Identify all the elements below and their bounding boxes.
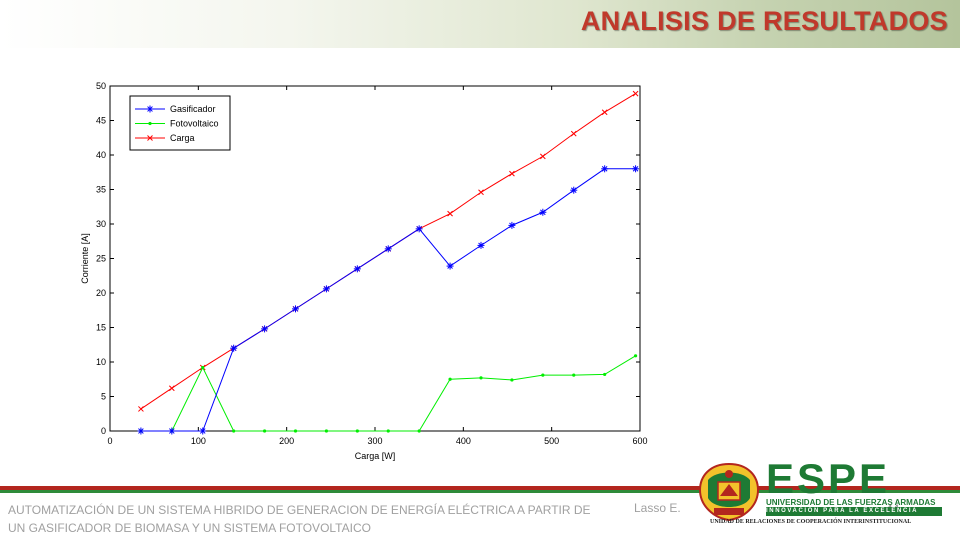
x-tick-label: 100 [191, 436, 206, 446]
footer-author: Lasso E. [634, 501, 681, 515]
legend-marker-fotovoltaico [148, 121, 152, 126]
y-tick-label: 50 [96, 81, 106, 91]
data-point-fotovoltaico [262, 429, 267, 433]
university-crest-icon [698, 462, 760, 522]
y-tick-label: 5 [101, 392, 106, 402]
y-axis-label: Corriente [A] [80, 233, 90, 284]
data-point-carga [539, 153, 546, 160]
x-tick-label: 300 [367, 436, 382, 446]
data-point-carga [168, 385, 175, 392]
x-tick-label: 200 [279, 436, 294, 446]
data-point-carga [478, 189, 484, 196]
chart-svg: 0 100 200 300 400 500 600 0 5 10 15 20 25 30 35 40 45 50 C… [80, 81, 648, 461]
data-point-carga [138, 406, 144, 412]
legend-label-gasificador: Gasificador [170, 104, 216, 114]
legend-marker-gasificador [146, 105, 154, 113]
data-point-gasificador [199, 427, 207, 435]
logo-line-motto: INNOVACIÓN PARA LA EXCELENCIA [766, 507, 942, 516]
data-point-fotovoltaico [417, 429, 421, 433]
y-tick-label: 35 [96, 185, 106, 195]
data-point-fotovoltaico [479, 376, 483, 380]
footer-divider-green [0, 490, 960, 493]
data-point-gasificador [230, 344, 238, 352]
data-point-carga [447, 210, 453, 217]
y-tick-label: 15 [96, 323, 106, 333]
data-point-gasificador [508, 221, 516, 229]
data-point-fotovoltaico [324, 429, 329, 433]
data-point-fotovoltaico [448, 377, 452, 381]
legend-label-carga: Carga [170, 133, 195, 143]
data-point-gasificador [415, 225, 423, 233]
data-point-fotovoltaico [293, 429, 298, 433]
data-point-gasificador [570, 186, 578, 194]
y-tick-label: 10 [96, 357, 106, 367]
data-point-gasificador [384, 245, 392, 253]
y-tick-label: 25 [96, 254, 106, 264]
data-point-fotovoltaico [633, 354, 638, 358]
header-band [0, 0, 960, 48]
data-point-fotovoltaico [603, 372, 607, 377]
logo-line-university: UNIVERSIDAD DE LAS FUERZAS ARMADAS [766, 498, 936, 507]
espe-wordmark: ESPE [766, 455, 891, 502]
y-tick-label: 20 [96, 288, 106, 298]
data-point-fotovoltaico [572, 373, 576, 377]
x-tick-label: 0 [107, 436, 112, 446]
y-tick-label: 40 [96, 150, 106, 160]
line-chart: 0 100 200 300 400 500 600 0 5 10 15 20 25 30 35 40 45 50 C… [70, 74, 656, 470]
data-point-fotovoltaico [201, 365, 205, 370]
data-point-gasificador [292, 305, 299, 313]
data-point-carga [570, 130, 577, 137]
x-tick-label: 400 [456, 436, 471, 446]
logo-line-unit: UNIDAD DE RELACIONES DE COOPERACIÓN INTE… [710, 519, 912, 525]
data-point-fotovoltaico [386, 429, 390, 433]
data-point-fotovoltaico [232, 429, 236, 433]
data-point-gasificador [168, 427, 176, 435]
data-point-fotovoltaico [355, 429, 359, 433]
x-tick-label: 500 [544, 436, 559, 446]
y-tick-label: 30 [96, 219, 106, 229]
espe-logo: ESPE UNIVERSIDAD DE LAS FUERZAS ARMADAS … [696, 458, 948, 530]
data-point-gasificador [601, 165, 609, 173]
footer-description: AUTOMATIZACIÓN DE UN SISTEMA HIBRIDO DE … [8, 503, 591, 535]
x-axis-label: Carga [W] [355, 451, 396, 461]
data-point-fotovoltaico [510, 378, 514, 382]
data-point-gasificador [353, 265, 361, 273]
data-point-fotovoltaico [541, 373, 545, 377]
data-point-gasificador [137, 427, 145, 435]
data-point-gasificador [632, 165, 640, 173]
data-point-gasificador [261, 325, 269, 333]
y-tick-label: 0 [101, 426, 106, 436]
legend-marker-carga [147, 135, 153, 141]
legend-label-fotovoltaico: Fotovoltaico [170, 119, 219, 129]
footer-divider-red [0, 486, 960, 490]
data-point-gasificador [446, 262, 454, 270]
data-point-gasificador [477, 241, 485, 249]
data-point-gasificador [539, 208, 547, 216]
data-point-gasificador [322, 285, 330, 293]
slide-title: ANALISIS DE RESULTADOS [580, 6, 948, 36]
x-tick-label: 600 [632, 436, 647, 446]
data-point-carga [632, 90, 639, 97]
data-point-carga [601, 109, 608, 116]
y-tick-label: 45 [96, 116, 106, 126]
data-point-carga [509, 170, 515, 177]
